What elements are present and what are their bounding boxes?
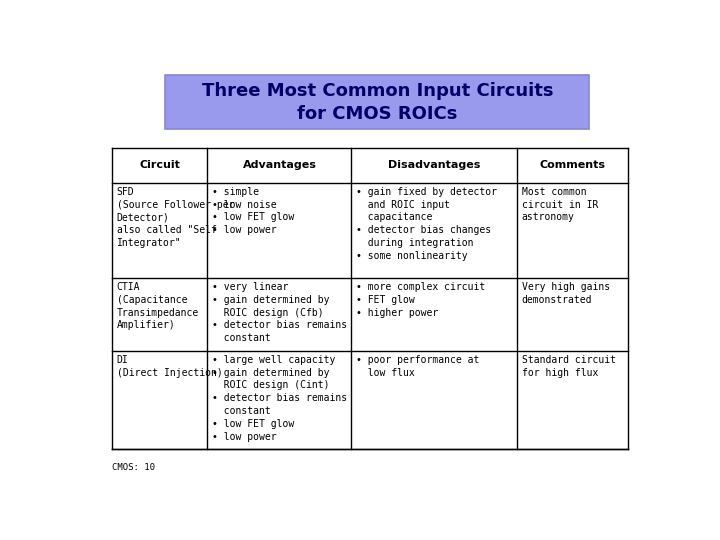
Text: Comments: Comments	[540, 160, 606, 170]
Bar	[166, 75, 590, 129]
Text: Standard circuit
for high flux: Standard circuit for high flux	[521, 355, 616, 377]
Text: Very high gains
demonstrated: Very high gains demonstrated	[521, 282, 610, 305]
Text: • very linear
• gain determined by
  ROIC design (Cfb)
• detector bias remains
 : • very linear • gain determined by ROIC …	[212, 282, 347, 343]
Text: • large well capacity
• gain determined by
  ROIC design (Cint)
• detector bias : • large well capacity • gain determined …	[212, 355, 347, 442]
Text: Most common
circuit in IR
astronomy: Most common circuit in IR astronomy	[521, 187, 598, 222]
Text: Disadvantages: Disadvantages	[388, 160, 480, 170]
Text: • simple
• low noise
• low FET glow
• low power: • simple • low noise • low FET glow • lo…	[212, 187, 294, 235]
Text: • gain fixed by detector
  and ROIC input
  capacitance
• detector bias changes
: • gain fixed by detector and ROIC input …	[356, 187, 497, 261]
Text: DI
(Direct Injection): DI (Direct Injection)	[117, 355, 222, 377]
Text: CTIA
(Capacitance
Transimpedance
Amplifier): CTIA (Capacitance Transimpedance Amplifi…	[117, 282, 199, 330]
Text: SFD
(Source Follower per
Detector)
also called "Self
Integrator": SFD (Source Follower per Detector) also …	[117, 187, 234, 248]
Text: Advantages: Advantages	[243, 160, 316, 170]
Text: • poor performance at
  low flux: • poor performance at low flux	[356, 355, 480, 377]
Text: Three Most Common Input Circuits: Three Most Common Input Circuits	[202, 83, 553, 100]
Bar	[112, 148, 629, 449]
Text: CMOS: 10: CMOS: 10	[112, 463, 156, 472]
Text: • more complex circuit
• FET glow
• higher power: • more complex circuit • FET glow • high…	[356, 282, 485, 318]
Text: for CMOS ROICs: for CMOS ROICs	[297, 105, 457, 123]
Text: Circuit: Circuit	[140, 160, 180, 170]
